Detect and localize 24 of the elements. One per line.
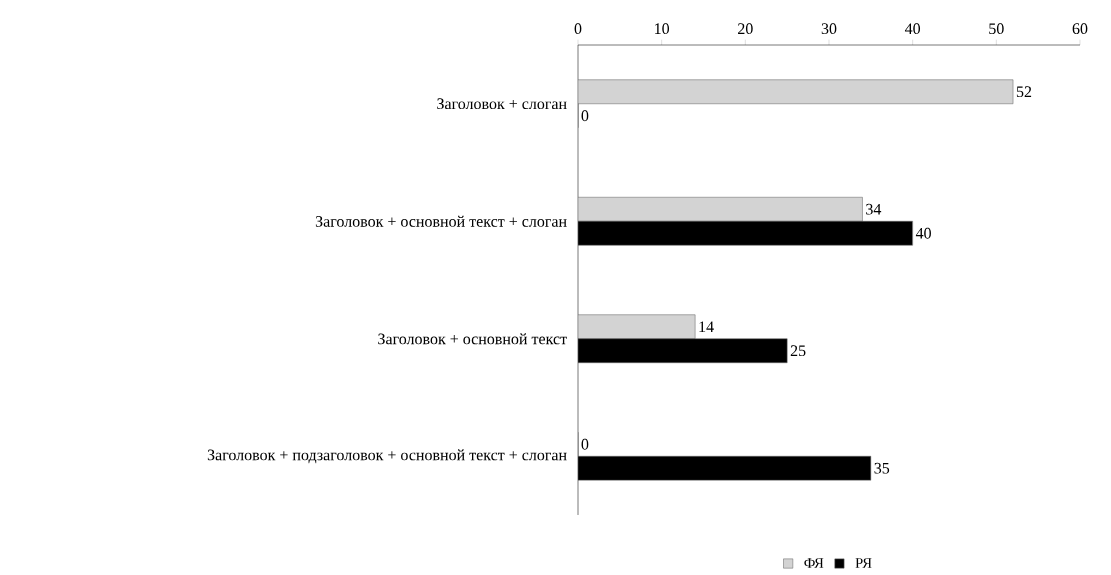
- y-tick-label: Заголовок + слоган: [437, 98, 567, 110]
- data-label: 25: [790, 345, 806, 357]
- data-label: 34: [866, 203, 882, 215]
- y-tick-label: Заголовок + подзаголовок + основной текст + слоган: [207, 449, 567, 464]
- x-tick-label: 10: [655, 23, 670, 35]
- data-label: 14: [699, 321, 714, 333]
- y-tick-label: Заголовок + основной текст: [378, 333, 567, 345]
- x-tick-label: 20: [738, 23, 753, 35]
- x-tick-label: 0: [574, 23, 582, 35]
- bar: [578, 196, 863, 222]
- legend-label: ФЯ: [804, 558, 824, 568]
- bar: [578, 79, 1014, 105]
- legend-label: РЯ: [855, 558, 872, 568]
- x-tick-label: 50: [989, 23, 1004, 35]
- data-label: 35: [874, 462, 890, 474]
- x-tick-label: 30: [821, 23, 837, 35]
- data-label: 52: [1016, 86, 1032, 98]
- bar: [578, 314, 696, 340]
- x-tick-label: 40: [904, 23, 921, 35]
- data-label: 0: [581, 438, 589, 450]
- data-label: 40: [915, 227, 931, 239]
- data-label: 0: [581, 110, 589, 122]
- y-tick-label: Заголовок + основной текст + слоган: [315, 215, 567, 227]
- x-tick-label: 60: [1072, 23, 1088, 35]
